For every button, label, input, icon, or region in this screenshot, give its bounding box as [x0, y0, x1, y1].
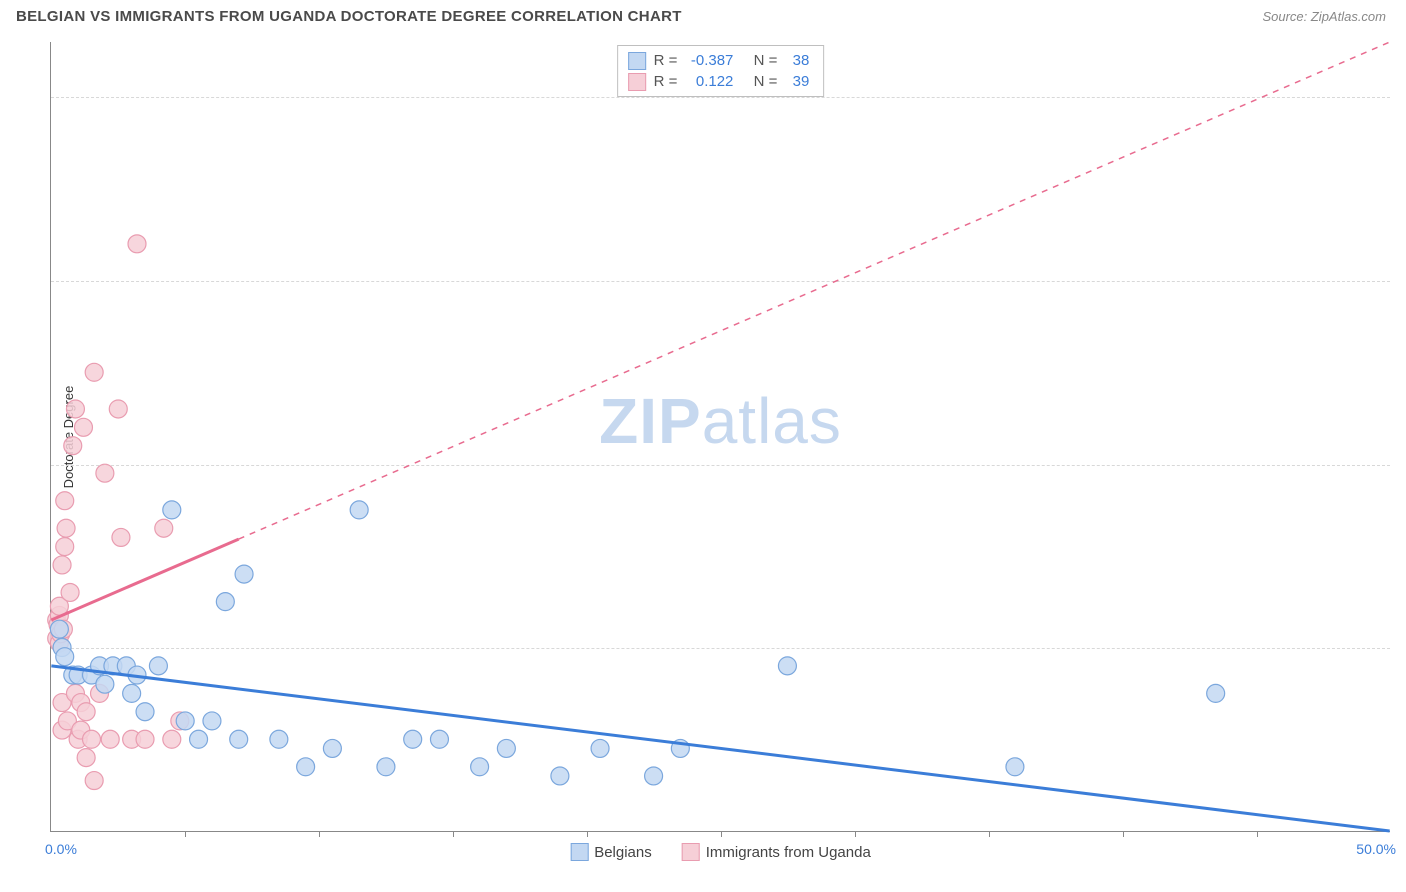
x-axis-min-label: 0.0%	[45, 841, 77, 857]
x-tick	[185, 831, 186, 837]
legend-label-b: Immigrants from Uganda	[706, 844, 871, 861]
scatter-point	[128, 235, 146, 253]
x-tick	[855, 831, 856, 837]
scatter-point	[56, 538, 74, 556]
x-tick	[1257, 831, 1258, 837]
scatter-point	[123, 684, 141, 702]
x-tick	[587, 831, 588, 837]
scatter-point	[96, 675, 114, 693]
scatter-point	[64, 437, 82, 455]
scatter-point	[216, 593, 234, 611]
x-tick	[1123, 831, 1124, 837]
n-value-a: 38	[785, 50, 809, 71]
scatter-point	[430, 730, 448, 748]
x-tick	[319, 831, 320, 837]
scatter-point	[591, 739, 609, 757]
scatter-point	[230, 730, 248, 748]
scatter-point	[323, 739, 341, 757]
source-attribution: Source: ZipAtlas.com	[1262, 9, 1386, 24]
scatter-point	[61, 583, 79, 601]
n-value-b: 39	[785, 71, 809, 92]
chart-header: BELGIAN VS IMMIGRANTS FROM UGANDA DOCTOR…	[0, 0, 1406, 29]
x-tick	[989, 831, 990, 837]
r-value-a: -0.387	[685, 50, 733, 71]
scatter-point	[404, 730, 422, 748]
scatter-point	[350, 501, 368, 519]
scatter-point	[235, 565, 253, 583]
scatter-point	[50, 620, 68, 638]
y-tick-label: 8.0%	[1394, 89, 1406, 105]
scatter-point	[96, 464, 114, 482]
x-tick	[721, 831, 722, 837]
stats-legend-box: R = -0.387 N = 38 R = 0.122 N = 39	[617, 45, 825, 97]
scatter-point	[66, 400, 84, 418]
scatter-point	[176, 712, 194, 730]
r-value-b: 0.122	[685, 71, 733, 92]
scatter-point	[77, 749, 95, 767]
legend-swatch-a	[570, 843, 588, 861]
scatter-point	[56, 648, 74, 666]
r-label-a: R =	[654, 50, 678, 71]
scatter-point	[155, 519, 173, 537]
scatter-point	[56, 492, 74, 510]
y-tick-label: 4.0%	[1394, 457, 1406, 473]
legend-swatch-b	[682, 843, 700, 861]
scatter-point	[83, 730, 101, 748]
scatter-point	[112, 528, 130, 546]
x-axis-max-label: 50.0%	[1356, 841, 1396, 857]
scatter-point	[149, 657, 167, 675]
scatter-point	[497, 739, 515, 757]
r-label-b: R =	[654, 71, 678, 92]
chart-plot-area: Doctorate Degree 2.0%4.0%6.0%8.0% ZIPatl…	[50, 42, 1390, 832]
series-legend: Belgians Immigrants from Uganda	[570, 843, 871, 861]
scatter-point	[190, 730, 208, 748]
source-name: ZipAtlas.com	[1311, 9, 1386, 24]
scatter-point	[551, 767, 569, 785]
legend-label-a: Belgians	[594, 844, 652, 861]
scatter-point	[136, 703, 154, 721]
regression-line	[51, 539, 238, 620]
swatch-series-a	[628, 52, 646, 70]
scatter-point	[778, 657, 796, 675]
scatter-point	[377, 758, 395, 776]
scatter-point	[53, 556, 71, 574]
y-tick-label: 6.0%	[1394, 273, 1406, 289]
scatter-point	[1006, 758, 1024, 776]
scatter-point	[203, 712, 221, 730]
scatter-point	[85, 772, 103, 790]
scatter-point	[109, 400, 127, 418]
scatter-point	[136, 730, 154, 748]
stats-row-a: R = -0.387 N = 38	[628, 50, 810, 71]
chart-title: BELGIAN VS IMMIGRANTS FROM UGANDA DOCTOR…	[16, 8, 682, 25]
n-label-a: N =	[754, 50, 778, 71]
scatter-svg	[51, 42, 1390, 831]
legend-item-a: Belgians	[570, 843, 652, 861]
scatter-point	[163, 501, 181, 519]
scatter-point	[101, 730, 119, 748]
scatter-point	[163, 730, 181, 748]
scatter-point	[1207, 684, 1225, 702]
scatter-point	[74, 418, 92, 436]
source-prefix: Source:	[1262, 9, 1310, 24]
stats-row-b: R = 0.122 N = 39	[628, 71, 810, 92]
scatter-point	[77, 703, 95, 721]
scatter-point	[471, 758, 489, 776]
scatter-point	[57, 519, 75, 537]
scatter-point	[297, 758, 315, 776]
swatch-series-b	[628, 73, 646, 91]
regression-line	[51, 666, 1389, 831]
n-label-b: N =	[754, 71, 778, 92]
scatter-point	[85, 363, 103, 381]
y-tick-label: 2.0%	[1394, 640, 1406, 656]
scatter-point	[270, 730, 288, 748]
x-tick	[453, 831, 454, 837]
legend-item-b: Immigrants from Uganda	[682, 843, 871, 861]
regression-line	[239, 42, 1390, 539]
scatter-point	[645, 767, 663, 785]
